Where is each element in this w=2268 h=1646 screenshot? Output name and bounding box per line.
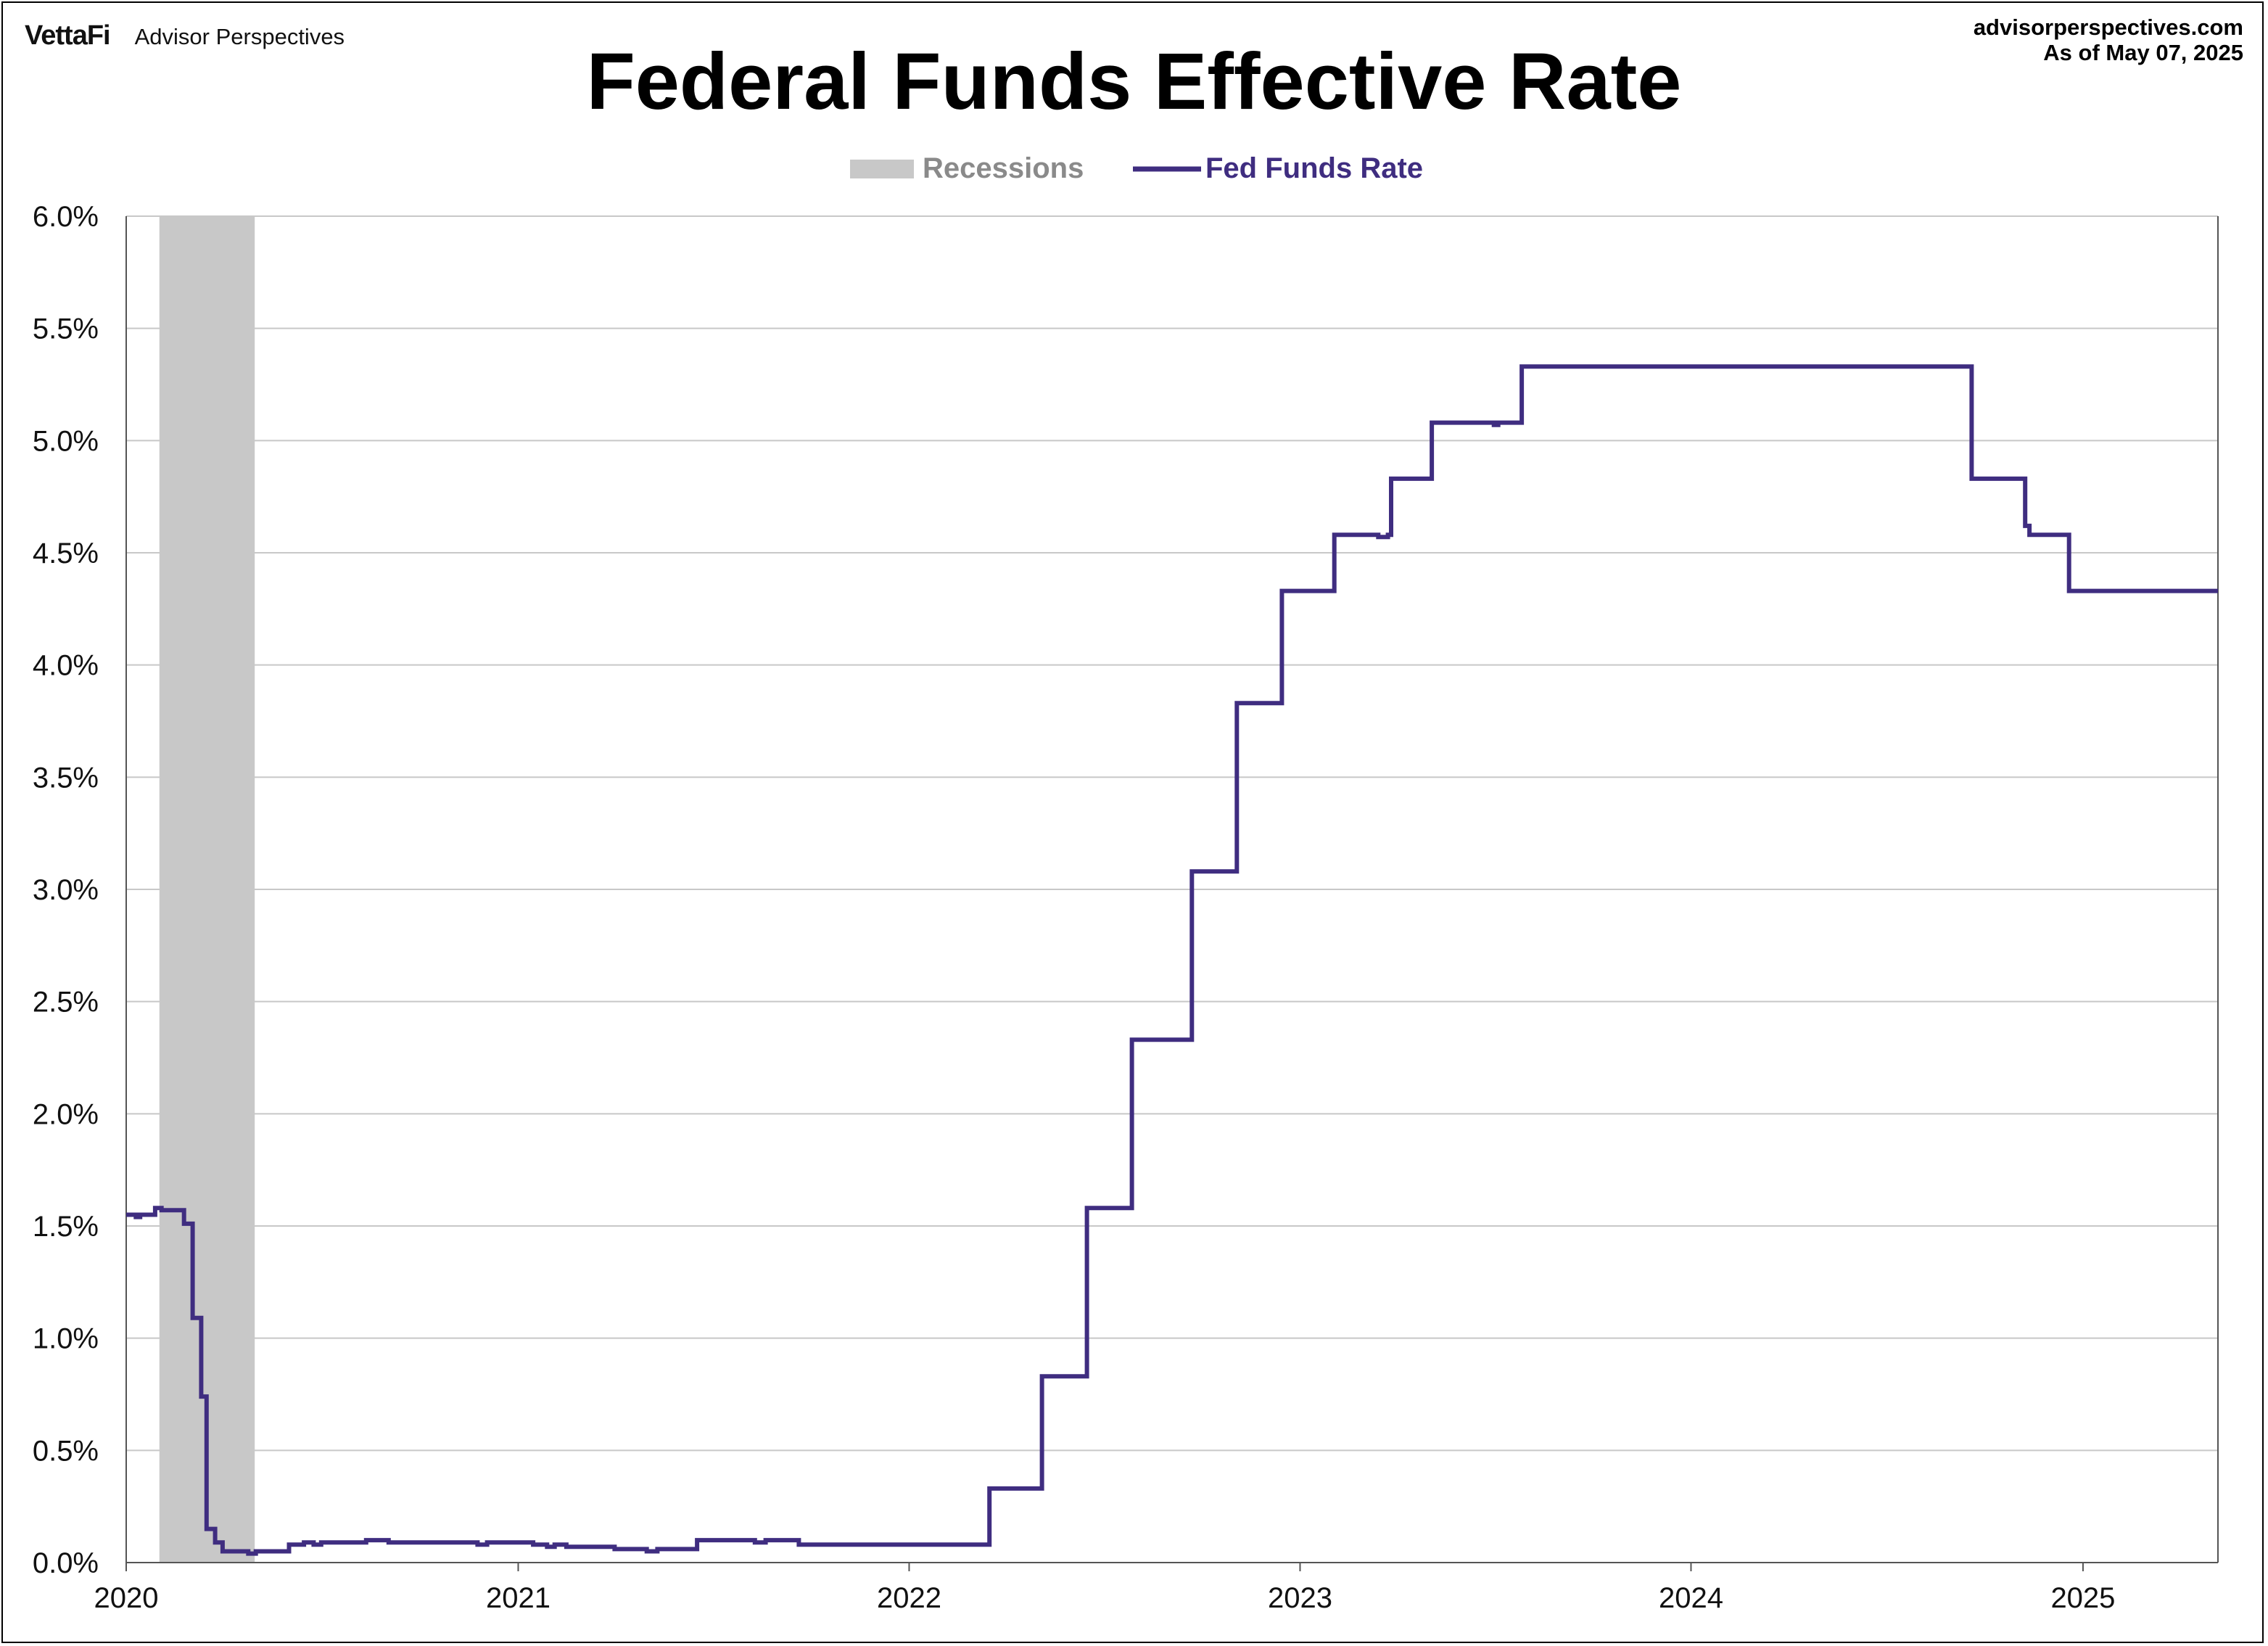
as-of-date: As of May 07, 2025 bbox=[2043, 40, 2243, 65]
brand-name: Advisor Perspectives bbox=[134, 24, 345, 49]
legend-recessions-label: Recessions bbox=[923, 152, 1084, 184]
y-tick-label: 3.0% bbox=[33, 874, 99, 906]
y-tick-label: 5.5% bbox=[33, 313, 99, 345]
y-gridlines bbox=[126, 215, 2218, 1563]
series-line-fed-funds-rate bbox=[126, 364, 2218, 1556]
y-tick-labels: 0.0% 0.5% 1.0% 1.5% 2.0% 2.5% 3.0% 3.5% 4.0% 4.5%… bbox=[33, 201, 99, 1579]
x-tick-labels: 2020 2021 2022 2023 2024 2025 bbox=[94, 1582, 2116, 1614]
source-info: advisorperspectives.com As of May 07, 20… bbox=[1974, 15, 2243, 65]
chart-title: Federal Funds Effective Rate bbox=[586, 37, 1682, 126]
chart-legend: Recessions Fed Funds Rate bbox=[850, 152, 1423, 184]
plot-axes bbox=[125, 216, 2219, 1571]
y-tick-label: 0.0% bbox=[33, 1547, 99, 1579]
y-tick-label: 2.0% bbox=[33, 1098, 99, 1130]
y-tick-label: 0.5% bbox=[33, 1435, 99, 1467]
site-url: advisorperspectives.com bbox=[1973, 15, 2243, 40]
y-tick-label: 5.0% bbox=[33, 425, 99, 457]
y-tick-label: 6.0% bbox=[33, 201, 99, 233]
vettafi-logo: VettaFi bbox=[25, 20, 111, 51]
x-tick-label: 2020 bbox=[94, 1582, 159, 1614]
x-tick-label: 2025 bbox=[2050, 1582, 2115, 1614]
x-tick-label: 2024 bbox=[1659, 1582, 1723, 1614]
y-tick-label: 2.5% bbox=[33, 987, 99, 1019]
legend-recessions-swatch bbox=[850, 160, 914, 178]
y-tick-label: 4.5% bbox=[33, 538, 99, 569]
x-tick-label: 2022 bbox=[877, 1582, 941, 1614]
y-tick-label: 1.5% bbox=[33, 1211, 99, 1243]
series-layer bbox=[126, 364, 2218, 1556]
x-tick-label: 2021 bbox=[486, 1582, 550, 1614]
legend-fedfunds-label: Fed Funds Rate bbox=[1205, 152, 1423, 184]
brand: VettaFi Advisor Perspectives bbox=[25, 20, 345, 52]
y-tick-label: 3.5% bbox=[33, 762, 99, 794]
y-tick-label: 4.0% bbox=[33, 650, 99, 682]
x-tick-label: 2023 bbox=[1268, 1582, 1332, 1614]
y-tick-label: 1.0% bbox=[33, 1323, 99, 1355]
